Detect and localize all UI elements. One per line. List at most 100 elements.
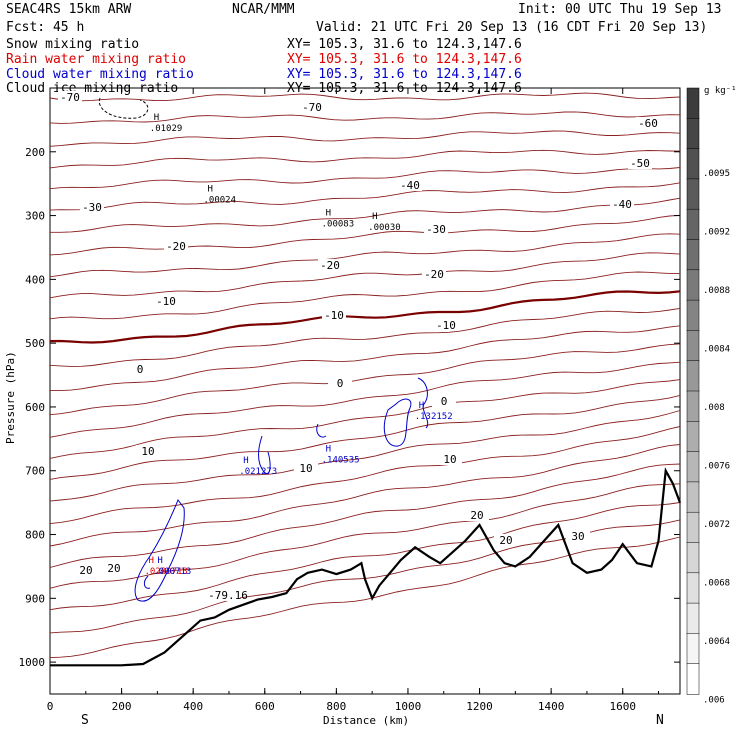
colorbar-label: .0088 (703, 286, 730, 296)
colorbar-label: .0072 (703, 520, 730, 530)
x-tick-label: 800 (326, 700, 346, 713)
moisture-contour (316, 423, 327, 438)
contour-label: -79.16 (208, 589, 248, 602)
contour-label-bg (80, 201, 104, 213)
colorbar-segment (686, 572, 700, 604)
extremum-h: H (157, 556, 162, 566)
extremum-h: H (243, 456, 248, 466)
contour-label: -20 (424, 268, 444, 281)
x-tick-label: 1600 (609, 700, 636, 713)
contour-label-bg (216, 589, 240, 601)
contour-label: 20 (499, 534, 512, 547)
temperature-contour-line (49, 379, 681, 459)
contour-label-bg (610, 198, 634, 210)
x-tick-label: 400 (183, 700, 203, 713)
moisture-contour (98, 97, 149, 119)
contour-label-bg (318, 259, 342, 271)
colorbar-segment (686, 511, 700, 544)
x-tick-label: 1200 (466, 700, 493, 713)
org-label: NCAR/MMM (232, 2, 295, 17)
x-end-label-south: S (81, 713, 89, 728)
contour-label-bg (424, 223, 448, 235)
temperature-contour-line (49, 130, 681, 147)
terrain-line (50, 467, 682, 667)
contour-label-bg (58, 91, 82, 103)
colorbar-label: .0084 (703, 345, 730, 355)
contour-label: -10 (156, 295, 176, 308)
colorbar-segment (686, 239, 700, 271)
extremum-value: .01029 (150, 124, 183, 134)
contour-label: -70 (302, 101, 322, 114)
temperature-contour-line (49, 111, 681, 124)
contour-label-bg (494, 534, 518, 546)
moisture-contours (98, 97, 429, 602)
contour-label: 20 (79, 564, 92, 577)
contour-label: -50 (630, 157, 650, 170)
terrain-layer (50, 467, 682, 667)
y-tick-label: 400 (25, 273, 45, 286)
colorbar-segment (686, 148, 700, 180)
y-tick-label: 1000 (19, 656, 46, 669)
temperature-contour-line (49, 214, 681, 256)
colorbar-segment (686, 208, 700, 241)
field-xy-rain: XY= 105.3, 31.6 to 124.3,147.6 (287, 52, 522, 67)
contour-label-bg (566, 530, 590, 542)
init-time: Init: 00 UTC Thu 19 Sep 13 (518, 2, 722, 17)
temperature-contour-line (49, 92, 681, 102)
colorbar-label: .0076 (703, 462, 730, 472)
axes: 0 200 400 600 800 1000 1200 1400 160020030040050… (19, 88, 680, 713)
colorbar-segment (686, 299, 700, 332)
temperature-contour-line (49, 463, 681, 568)
temperature-contour-line (49, 426, 681, 525)
y-axis-title: Pressure (hPa) (4, 351, 17, 444)
contour-label-bg (128, 363, 152, 375)
contour-label-bg (628, 157, 652, 169)
field-label-rain: Rain water mixing ratio (6, 52, 186, 67)
contour-label-bg (636, 117, 660, 129)
temperature-contour-line (49, 394, 681, 480)
contour-label: -40 (400, 179, 420, 192)
contour-label: 0 (337, 377, 344, 390)
valid-time: Valid: 21 UTC Fri 20 Sep 13 (16 CDT Fri … (316, 20, 707, 35)
temperature-contours (49, 92, 681, 659)
temperature-contour-line (50, 197, 681, 233)
colorbar-label: .0064 (703, 637, 730, 647)
extremum-value: .000713 (153, 567, 191, 577)
contour-label-bg (438, 453, 462, 465)
contour-label: -70 (60, 91, 80, 104)
contour-label-bg (328, 377, 352, 389)
colorbar-unit: g kg⁻¹ (704, 86, 737, 96)
contour-label: 10 (443, 453, 456, 466)
temperature-contour-line (49, 483, 681, 589)
contour-label: -20 (320, 259, 340, 272)
colorbar-label: .006 (703, 696, 725, 706)
colorbar-label: .0068 (703, 579, 730, 589)
contour-label-bg (465, 509, 489, 521)
temperature-contour-line (49, 361, 681, 438)
y-tick-label: 700 (25, 465, 45, 478)
temperature-contour-line (49, 252, 681, 299)
moisture-contour (417, 377, 429, 429)
contour-label: 0 (137, 363, 144, 376)
temperature-contour-line (49, 325, 681, 392)
colorbar-segment (686, 481, 700, 513)
forecast-hour: Fcst: 45 h (6, 20, 84, 35)
contour-label-bg (154, 295, 178, 307)
field-xy-cloud-water: XY= 105.3, 31.6 to 124.3,147.6 (287, 67, 522, 82)
contour-label: -30 (426, 223, 446, 236)
moisture-contour (258, 435, 271, 474)
colorbar-segment (686, 178, 700, 210)
colorbar-segment (686, 360, 700, 392)
contour-label: 10 (141, 445, 154, 458)
extremum-h: H (326, 209, 331, 219)
colorbar-segment (686, 421, 700, 453)
extremum-value: .00083 (322, 220, 355, 230)
colorbar-label: .0095 (703, 169, 730, 179)
extremum-value: .0280713 (144, 567, 187, 577)
colorbar: .0095 .0092 .0088 .0084 .008 .0076 .0072 .0068.… (686, 87, 730, 706)
extremum-h: H (326, 445, 331, 455)
temperature-contour-line (49, 182, 681, 211)
contour-label: -20 (166, 240, 186, 253)
moisture-contour (134, 498, 185, 602)
